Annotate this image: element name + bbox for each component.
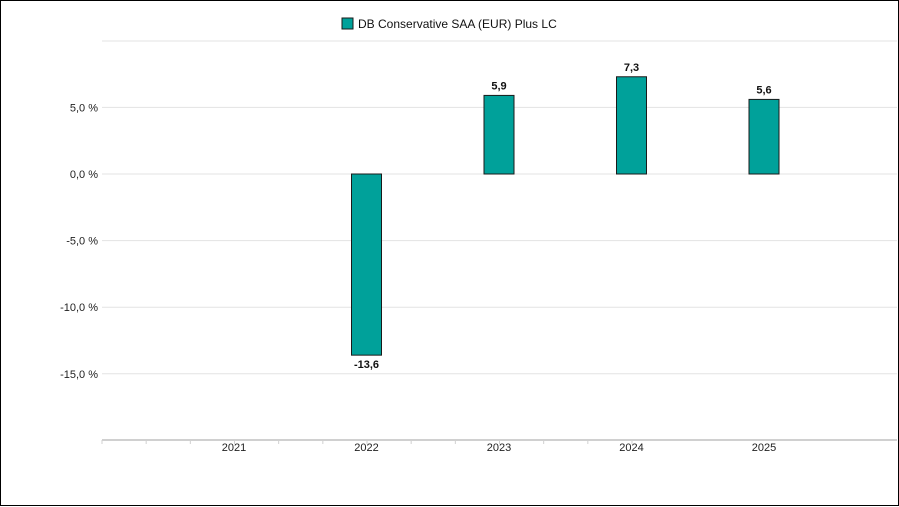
bar [616,76,647,175]
y-tick-label: -15,0 % [60,369,98,381]
data-label: 7,3 [624,62,639,74]
x-tick-label: 2023 [487,442,511,454]
bar [748,98,780,175]
legend-swatch [341,17,354,30]
x-tick-label: 2022 [354,442,378,454]
y-tick-label: -10,0 % [60,302,98,314]
legend-label: DB Conservative SAA (EUR) Plus LC [358,17,557,31]
x-tick-label: 2024 [619,442,643,454]
data-label: -13,6 [354,359,379,371]
bar [483,94,515,175]
x-tick-label: 2021 [222,442,246,454]
y-tick-label: 5,0 % [70,102,98,114]
data-label: 5,9 [491,80,506,92]
x-tick-label: 2025 [752,442,776,454]
data-label: 5,6 [756,84,771,96]
y-tick-label: -5,0 % [66,236,98,248]
y-tick-label: 0,0 % [70,169,98,181]
bar [351,173,382,356]
